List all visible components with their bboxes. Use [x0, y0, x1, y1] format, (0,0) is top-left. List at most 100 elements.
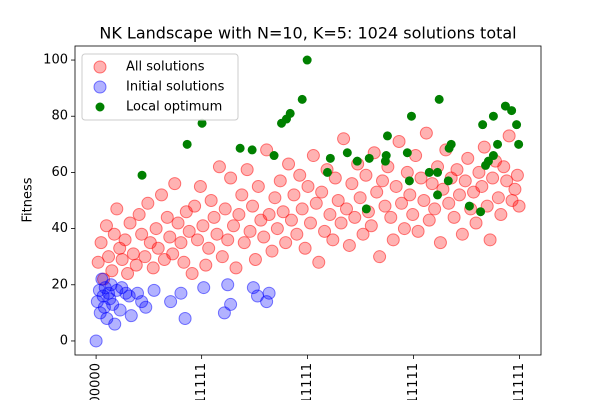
data-point [312, 255, 326, 269]
data-point [185, 267, 199, 281]
data-point [108, 317, 122, 331]
data-point [318, 224, 332, 238]
data-point [364, 219, 378, 233]
data-point [235, 188, 249, 202]
data-point [224, 171, 238, 185]
data-point [204, 194, 218, 207]
data-point [246, 199, 260, 213]
data-point [382, 131, 392, 141]
x-tick-label: 1111111111 [512, 363, 527, 400]
y-tick-label: 0 [60, 333, 68, 348]
data-point [488, 151, 498, 161]
data-point [232, 208, 246, 222]
data-point [334, 216, 348, 230]
y-tick-label: 80 [51, 109, 68, 124]
y-tick-label: 60 [51, 165, 68, 180]
data-point [110, 202, 124, 216]
data-point [210, 227, 224, 241]
data-point [452, 188, 466, 202]
data-point [507, 106, 517, 116]
data-point [141, 196, 155, 210]
data-point [472, 165, 486, 179]
data-point [508, 182, 522, 196]
data-point [273, 174, 287, 188]
data-point [160, 210, 174, 224]
data-point [337, 132, 351, 146]
y-tick-label: 100 [43, 53, 68, 68]
data-point [237, 236, 251, 250]
data-point [303, 216, 317, 230]
data-point [325, 153, 335, 163]
data-point [257, 230, 271, 244]
data-point [154, 188, 168, 202]
data-point [402, 148, 412, 158]
data-point [284, 213, 298, 227]
data-point [105, 264, 119, 278]
data-point [248, 252, 262, 266]
data-point [151, 241, 165, 255]
data-point [124, 309, 138, 323]
data-point [191, 233, 205, 247]
legend-marker [95, 102, 105, 112]
data-point [240, 163, 254, 177]
data-point [342, 148, 352, 158]
data-point [113, 303, 127, 317]
data-point [370, 185, 384, 199]
data-point [406, 111, 416, 121]
y-tick-label: 20 [51, 277, 68, 292]
data-point [182, 224, 196, 238]
data-point [395, 196, 409, 210]
legend: All solutions Initial solutions Local opti… [81, 53, 239, 121]
data-point [118, 233, 132, 247]
data-point [342, 238, 356, 252]
data-point [215, 250, 229, 264]
data-point [107, 227, 121, 241]
data-point [510, 168, 524, 182]
axes-frame [74, 45, 542, 356]
legend-marker [93, 80, 107, 94]
data-point [339, 202, 353, 216]
data-point [251, 179, 265, 193]
data-point [326, 233, 340, 247]
data-point [450, 163, 464, 177]
data-point [149, 222, 163, 236]
data-point [345, 177, 359, 191]
legend-label: All solutions [126, 60, 205, 75]
data-point [306, 149, 320, 163]
data-point [428, 202, 442, 216]
data-point [164, 295, 178, 309]
data-point [224, 297, 238, 311]
data-point [442, 196, 456, 210]
data-point [500, 101, 510, 111]
data-point [434, 94, 444, 104]
data-point [417, 194, 431, 207]
data-point [279, 236, 293, 250]
data-point [163, 230, 177, 244]
data-point [348, 210, 362, 224]
data-point [132, 208, 146, 222]
data-point [359, 168, 373, 182]
data-point [102, 250, 116, 264]
data-point [89, 334, 103, 348]
data-point [260, 143, 274, 157]
data-point [166, 247, 180, 261]
data-point [262, 208, 276, 222]
data-point [139, 300, 153, 314]
data-point [458, 174, 472, 188]
data-point [91, 255, 105, 269]
data-point [268, 191, 282, 205]
data-point [276, 205, 290, 219]
data-point [373, 250, 387, 264]
data-point [126, 247, 140, 261]
data-point [411, 224, 425, 238]
data-point [94, 236, 108, 250]
data-point [514, 139, 524, 149]
data-point [433, 190, 443, 200]
data-point [270, 222, 284, 236]
data-point [328, 171, 342, 185]
data-point [122, 289, 136, 303]
data-point [478, 120, 488, 130]
data-point [227, 219, 241, 233]
data-point [378, 199, 392, 213]
data-point [392, 135, 406, 149]
